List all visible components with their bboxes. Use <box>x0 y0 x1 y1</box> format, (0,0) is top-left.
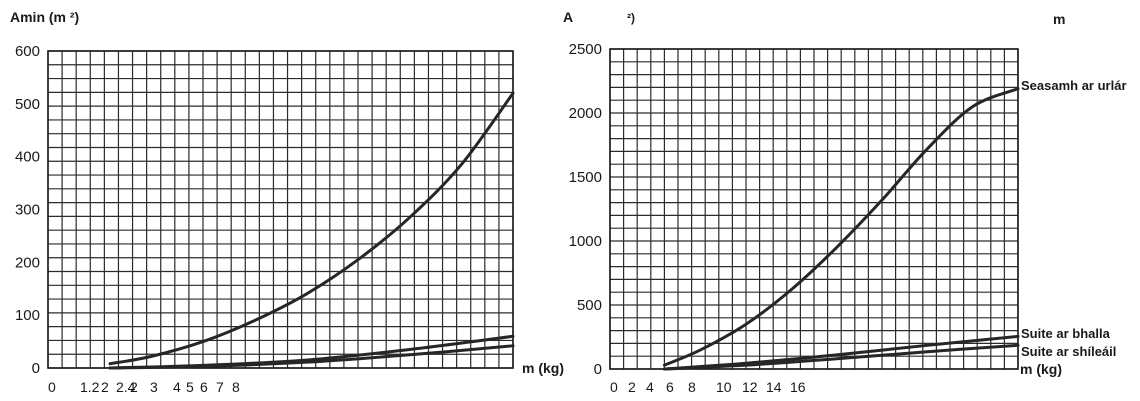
x-tick-label: 4 <box>646 379 654 395</box>
series-label: Seasamh ar urlár <box>1021 78 1127 93</box>
x-tick-label: 3 <box>150 379 158 395</box>
x-tick-label: 2 <box>628 379 636 395</box>
x-tick-label: 0 <box>610 379 618 395</box>
y-tick-label: 500 <box>577 297 602 314</box>
plot-frame <box>609 48 1019 370</box>
y-tick-label: 500 <box>15 96 40 113</box>
x-tick-label: 2 <box>130 379 138 395</box>
x-tick-label: 2.4 <box>116 379 136 395</box>
y-tick-label: 300 <box>15 202 40 219</box>
y-tick-label: 200 <box>15 254 40 271</box>
series-line-1 <box>108 91 515 366</box>
x-tick-label: 2 <box>101 379 109 395</box>
x-tick-label: 16 <box>790 379 806 395</box>
x-tick-label: 6 <box>666 379 674 395</box>
x-tick-label: 14 <box>766 379 782 395</box>
y-tick-label: 0 <box>594 361 602 378</box>
y-tick-label: 600 <box>15 43 40 60</box>
y-tick-label: 1500 <box>569 169 602 186</box>
y-tick-label: 400 <box>15 149 40 166</box>
x-tick-label: 12 <box>742 379 758 395</box>
x-tick-label: 5 <box>186 379 194 395</box>
x-tick-label: 0 <box>48 379 56 395</box>
series-label: Suite ar shíleáil <box>1021 344 1116 359</box>
x-tick-label: 6 <box>200 379 208 395</box>
series-line-3 <box>108 344 515 370</box>
y-tick-label: 0 <box>32 360 40 377</box>
y-tick-label: 2000 <box>569 105 602 122</box>
x-tick-label: 8 <box>232 379 240 395</box>
x-tick-label: 8 <box>688 379 696 395</box>
series-line-1 <box>662 87 1020 367</box>
y-axis-label-fragment: ²) <box>627 11 635 25</box>
x-axis-label: m (kg) <box>522 360 564 376</box>
y-axis-label: Amin (m ²) <box>10 9 79 25</box>
top-right-label: m <box>1053 11 1065 27</box>
x-tick-label: 4 <box>173 379 181 395</box>
x-tick-label: 7 <box>216 379 224 395</box>
y-tick-label: 1000 <box>569 233 602 250</box>
x-tick-label: 10 <box>716 379 732 395</box>
plot-frame <box>47 50 514 369</box>
y-tick-label: 2500 <box>569 41 602 58</box>
series-label: Suite ar bhalla <box>1021 326 1111 341</box>
y-tick-label: 100 <box>15 307 40 324</box>
x-tick-label: 1.2 <box>80 379 100 395</box>
y-axis-label: A <box>563 9 573 25</box>
series-line-3 <box>662 343 1020 371</box>
x-axis-label: m (kg) <box>1020 361 1062 377</box>
